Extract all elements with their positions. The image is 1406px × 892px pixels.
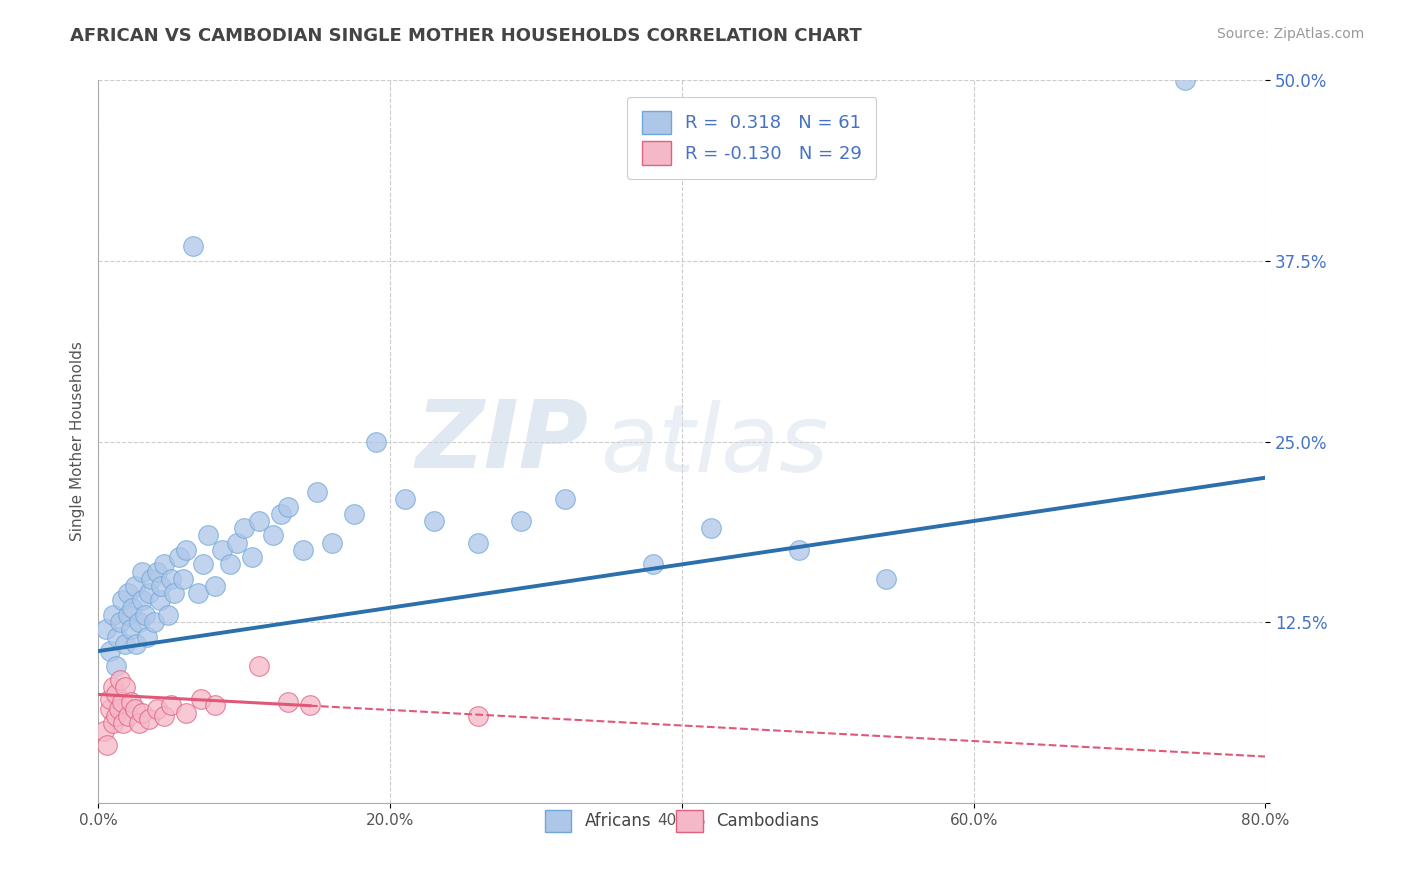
Point [641,558,664,572]
Point [394,492,416,507]
Point [153,558,176,572]
Point [364,434,387,449]
Point [110,615,132,630]
Point [163,586,186,600]
Text: AFRICAN VS CAMBODIAN SINGLE MOTHER HOUSEHOLDS CORRELATION CHART: AFRICAN VS CAMBODIAN SINGLE MOTHER HOUSE… [70,27,862,45]
Point [211,542,233,557]
Point [98,644,121,658]
Point [146,565,169,579]
Point [111,695,134,709]
Point [787,542,810,557]
Point [157,607,180,622]
Point [104,687,127,701]
Point [114,680,136,694]
Point [247,658,270,673]
Text: ZIP: ZIP [416,395,589,488]
Point [554,492,576,507]
Point [131,565,153,579]
Point [277,500,299,514]
Point [101,716,124,731]
Point [138,712,160,726]
Point [226,535,249,549]
Y-axis label: Single Mother Households: Single Mother Households [69,342,84,541]
Point [174,542,197,557]
Point [262,528,284,542]
Point [160,698,183,712]
Point [204,698,226,712]
Point [125,637,148,651]
Point [110,673,132,687]
Point [120,623,142,637]
Point [96,738,118,752]
Point [135,630,157,644]
Point [93,723,115,738]
Point [298,698,321,712]
Point [204,579,226,593]
Legend: Africans, Cambodians: Africans, Cambodians [531,797,832,845]
Point [104,709,127,723]
Point [146,702,169,716]
Point [134,607,156,622]
Point [98,691,121,706]
Point [190,691,212,706]
Point [467,535,489,549]
Point [321,535,343,549]
Point [124,579,146,593]
Point [1174,73,1197,87]
Point [174,706,197,721]
Point [98,702,121,716]
Point [94,623,117,637]
Point [247,514,270,528]
Point [153,709,176,723]
Point [128,716,150,731]
Point [120,695,142,709]
Point [128,615,150,630]
Point [149,593,172,607]
Point [167,550,190,565]
Point [111,593,134,607]
Point [233,521,256,535]
Point [117,709,139,723]
Point [510,514,533,528]
Point [112,716,135,731]
Point [423,514,446,528]
Point [875,572,897,586]
Point [150,579,173,593]
Point [187,586,209,600]
Point [270,507,292,521]
Point [131,706,153,721]
Point [343,507,366,521]
Point [101,680,124,694]
Point [467,709,489,723]
Point [121,600,143,615]
Point [105,630,128,644]
Point [193,558,215,572]
Point [101,607,124,622]
Point [124,702,146,716]
Point [218,558,240,572]
Point [307,485,329,500]
Point [108,702,131,716]
Point [172,572,194,586]
Point [197,528,219,542]
Point [117,586,139,600]
Text: atlas: atlas [600,400,828,491]
Point [117,607,139,622]
Point [291,542,314,557]
Point [181,239,204,253]
Point [138,586,160,600]
Point [114,637,136,651]
Text: Source: ZipAtlas.com: Source: ZipAtlas.com [1216,27,1364,41]
Point [277,695,299,709]
Point [131,593,153,607]
Point [160,572,183,586]
Point [139,572,162,586]
Point [104,658,127,673]
Point [142,615,165,630]
Point [700,521,723,535]
Point [240,550,263,565]
